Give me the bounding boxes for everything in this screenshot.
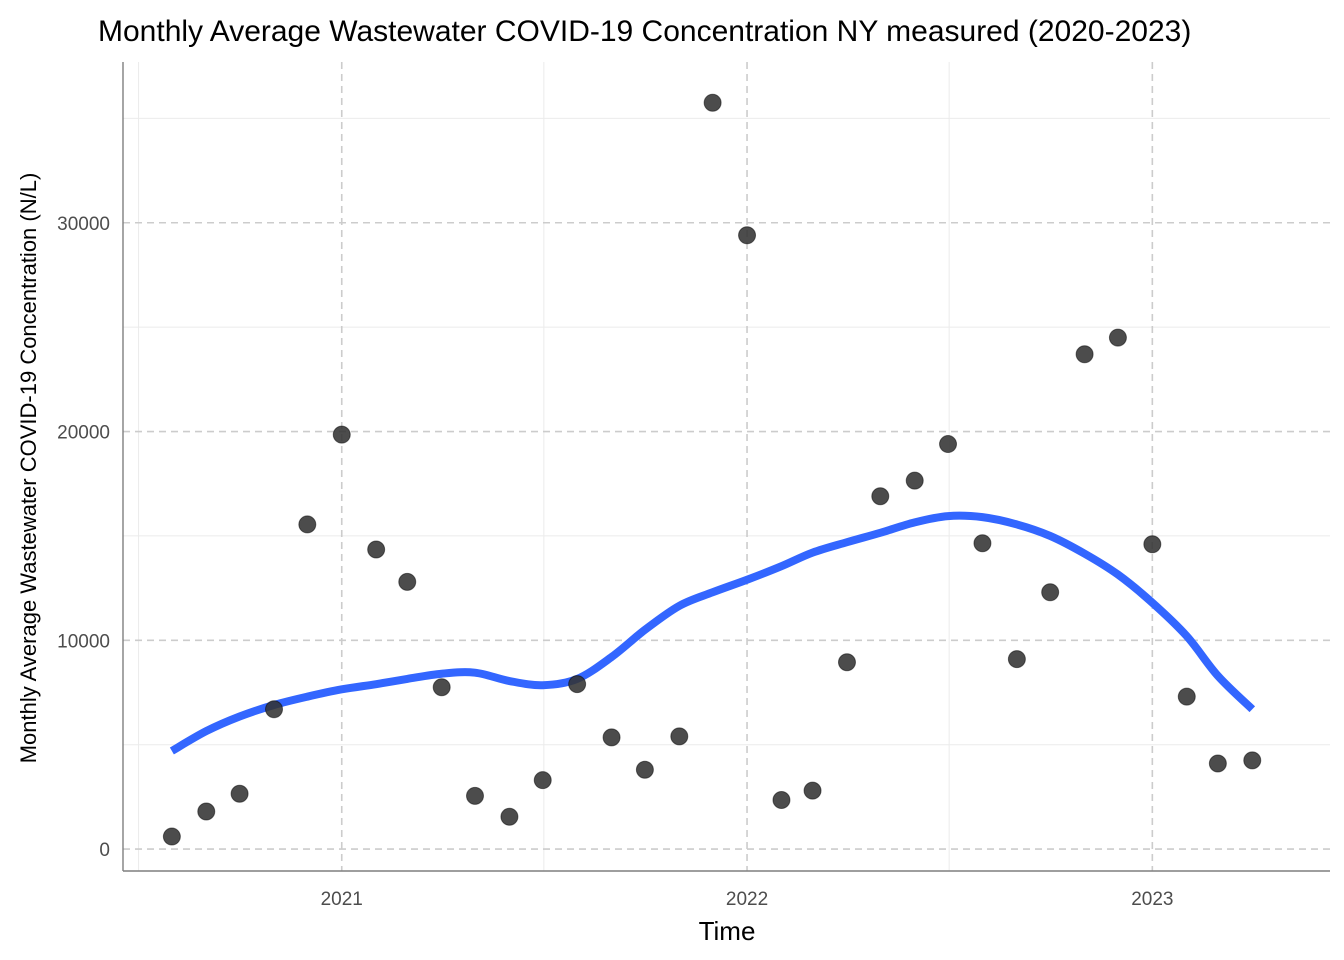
data-point <box>738 226 757 245</box>
data-point <box>367 540 386 559</box>
data-point <box>1208 754 1227 773</box>
data-point <box>703 93 722 112</box>
points-layer <box>162 93 1262 846</box>
major-grid <box>123 62 1330 871</box>
x-tick-label: 2023 <box>1131 889 1173 910</box>
data-point <box>465 786 484 805</box>
data-point <box>1143 535 1162 554</box>
data-point <box>398 572 417 591</box>
data-point <box>1108 328 1127 347</box>
data-point <box>1075 345 1094 364</box>
data-point <box>197 802 216 821</box>
y-tick-labels: 0 10000 20000 30000 <box>57 214 110 861</box>
data-point <box>332 425 351 444</box>
data-point <box>905 471 924 490</box>
x-tick-labels: 2021 2022 2023 <box>321 889 1174 910</box>
data-point <box>432 678 451 697</box>
y-tick-label: 20000 <box>57 423 110 444</box>
smooth-trend-line <box>169 511 1256 755</box>
data-point <box>772 791 791 810</box>
data-point <box>635 760 654 779</box>
data-point <box>230 784 249 803</box>
data-point <box>602 728 621 747</box>
data-point <box>162 827 181 846</box>
data-point <box>803 781 822 800</box>
y-tick-label: 0 <box>99 840 110 861</box>
data-point <box>1243 751 1262 770</box>
y-axis-title: Monthly Average Wastewater COVID-19 Conc… <box>16 173 41 764</box>
x-axis-title: Time <box>699 916 756 946</box>
data-point <box>973 534 992 553</box>
y-tick-label: 30000 <box>57 214 110 235</box>
data-point <box>1041 583 1060 602</box>
axis-lines <box>122 62 1330 872</box>
data-point <box>871 487 890 506</box>
data-point <box>1177 687 1196 706</box>
data-point <box>500 807 519 826</box>
x-tick-label: 2021 <box>321 889 363 910</box>
data-point <box>670 727 689 746</box>
data-point <box>298 515 317 534</box>
minor-grid <box>123 62 1330 871</box>
data-point <box>1007 650 1026 669</box>
data-point <box>837 653 856 672</box>
chart-title: Monthly Average Wastewater COVID-19 Conc… <box>98 15 1191 48</box>
data-point <box>939 435 958 454</box>
y-tick-label: 10000 <box>57 631 110 652</box>
data-point <box>265 700 284 719</box>
x-tick-label: 2022 <box>726 889 768 910</box>
smooth-line-layer <box>169 511 1256 755</box>
data-point <box>533 771 552 790</box>
data-point <box>568 675 587 694</box>
